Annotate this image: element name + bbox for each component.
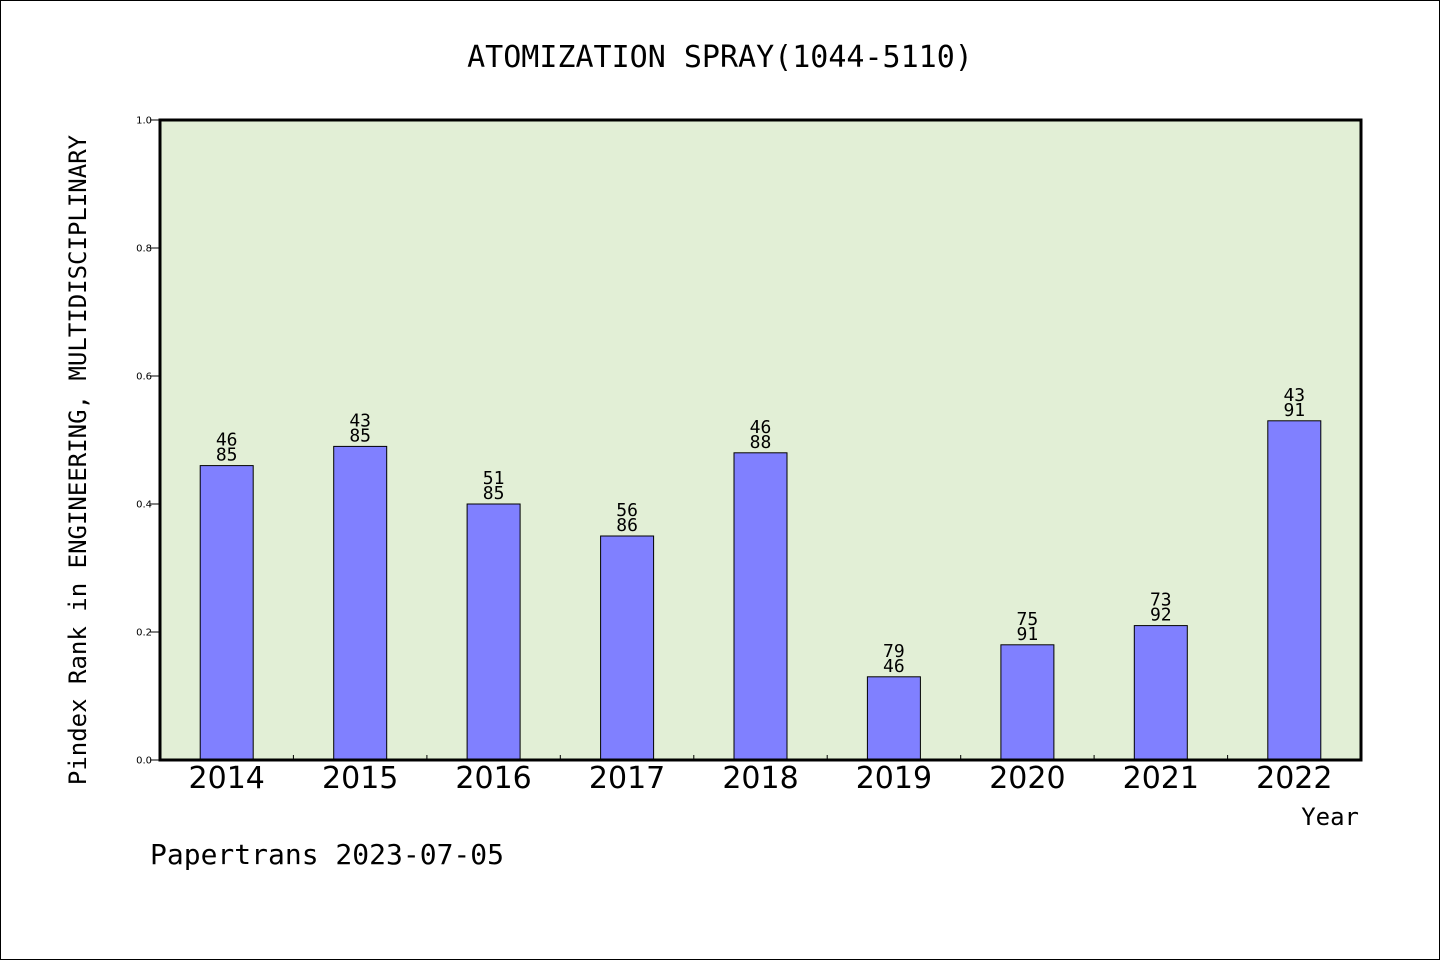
plot-border (158, 118, 1363, 762)
data-label-bottom-2019: 46 (883, 656, 905, 677)
y-tick-label-0.6: 0.6 (136, 372, 152, 383)
bar-2015 (333, 445, 388, 761)
data-label-top-2017: 56 (616, 500, 638, 521)
y-tick-label-0.4: 0.4 (136, 500, 152, 511)
x-tick-label-2021: 2021 (1123, 761, 1199, 796)
data-label-bottom-2015: 85 (349, 425, 371, 446)
data-label-top-2022: 43 (1283, 385, 1305, 406)
y-tick-label-1.0: 1.0 (136, 116, 152, 127)
x-tick-label-2014: 2014 (189, 761, 265, 796)
bar-2022 (1267, 420, 1322, 761)
bar-2019 (866, 676, 921, 761)
data-label-top-2018: 46 (750, 417, 772, 438)
y-tick-label-0.2: 0.2 (136, 628, 152, 639)
y-tick-label-0.0: 0.0 (136, 756, 152, 767)
data-label-top-2015: 43 (349, 410, 371, 431)
x-ticks-layer: 2014 2015 2016 2017 2018 2019 2020 2021 2022 (189, 755, 1332, 796)
y-axis-label: Pindex Rank in ENGINEERING, MULTIDISCIPL… (64, 134, 92, 785)
data-label-bottom-2018: 88 (750, 432, 772, 453)
data-label-top-2016: 51 (483, 468, 505, 489)
data-label-bottom-2020: 91 (1017, 624, 1039, 645)
data-label-top-2021: 73 (1150, 590, 1172, 611)
bar-2020 (1000, 644, 1055, 761)
x-tick-label-2017: 2017 (589, 761, 665, 796)
x-tick-label-2015: 2015 (322, 761, 398, 796)
y-ticks-layer: 0.0 0.2 0.4 0.6 0.8 1.0 (136, 116, 160, 767)
bar-2014 (199, 465, 254, 761)
data-label-bottom-2022: 91 (1283, 400, 1305, 421)
chart-title: ATOMIZATION SPRAY(1044-5110) (467, 40, 973, 75)
data-label-top-2020: 75 (1017, 609, 1039, 630)
x-tick-label-2019: 2019 (856, 761, 932, 796)
data-label-bottom-2021: 92 (1150, 605, 1172, 626)
bar-2017 (600, 535, 655, 761)
bar-2016 (466, 503, 521, 761)
x-tick-label-2022: 2022 (1256, 761, 1332, 796)
x-axis-label: Year (1301, 803, 1359, 831)
data-label-bottom-2017: 86 (616, 515, 638, 536)
data-label-bottom-2016: 85 (483, 483, 505, 504)
data-label-bottom-2014: 85 (216, 445, 238, 466)
bar-2021 (1133, 625, 1188, 761)
x-tick-label-2018: 2018 (722, 761, 798, 796)
bars-layer (199, 420, 1322, 761)
x-tick-label-2016: 2016 (455, 761, 531, 796)
x-tick-label-2020: 2020 (989, 761, 1065, 796)
footer-text: Papertrans 2023-07-05 (150, 838, 504, 871)
bar-2018 (733, 452, 788, 761)
data-label-top-2019: 79 (883, 641, 905, 662)
data-label-top-2014: 46 (216, 430, 238, 451)
y-tick-label-0.8: 0.8 (136, 244, 152, 255)
